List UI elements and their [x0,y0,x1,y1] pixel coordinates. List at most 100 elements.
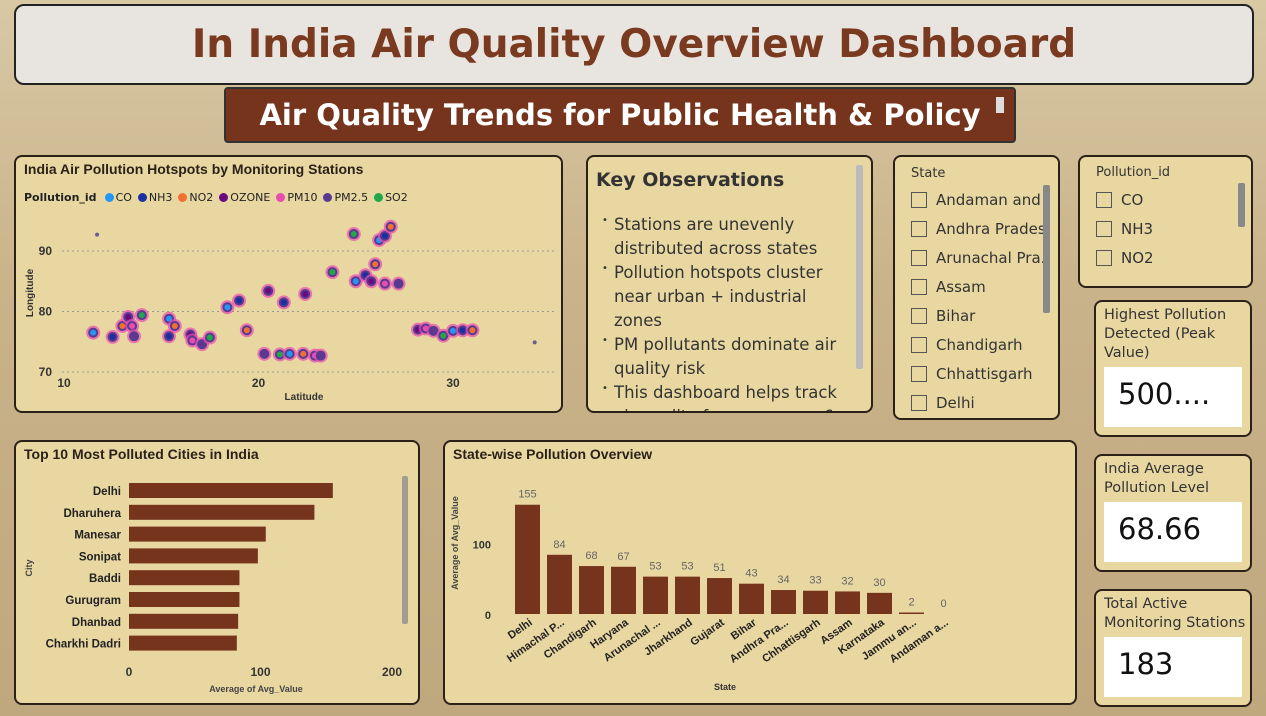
data-point-center [352,278,359,285]
slicer-item-label: Assam [936,277,986,296]
checkbox-icon[interactable] [911,191,927,208]
state-chart-title: State-wise Pollution Overview [453,446,653,462]
data-label: 51 [713,562,725,574]
pollution-slicer: Pollution_id CO NH3 NO2 [1078,155,1253,288]
bar [129,504,315,520]
checkbox-icon[interactable] [911,394,927,411]
data-point-center [125,313,132,320]
data-point-center [90,329,97,336]
checkbox-icon[interactable] [911,249,927,266]
state-slicer-scrollbar[interactable] [1043,185,1050,313]
data-label: 68 [585,550,597,562]
data-label: 32 [841,575,853,587]
checkbox-icon[interactable] [911,220,927,237]
data-point-center [199,341,206,348]
kpi-average: India Average Pollution Level 68.66 [1094,454,1252,572]
legend-item-so2[interactable]: SO2 [374,191,408,204]
legend-item-ozone[interactable]: OZONE [219,191,270,204]
x-axis-label: Latitude [285,392,324,403]
legend-item-no2[interactable]: NO2 [178,191,213,204]
legend-title: Pollution_id [24,191,97,204]
x-tick-label: 20 [252,376,266,390]
bar [707,578,732,614]
subtitle-scroll-marker [996,97,1004,113]
observations-list: Stations are unevenly distributed across… [596,209,846,411]
checkbox-icon[interactable] [911,336,927,353]
slicer-item[interactable]: Andhra Pradesh [911,214,1047,243]
kpi-peak: Highest Pollution Detected (Peak Value) … [1094,300,1252,437]
slicer-item[interactable]: CO [1096,185,1154,214]
data-point-center [459,327,466,334]
slicer-item[interactable]: Andaman and ... [911,185,1047,214]
bar [675,576,700,614]
data-point-center [368,278,375,285]
kpi-stations-value: 183 [1118,647,1174,681]
slicer-item[interactable]: NH3 [1096,214,1154,243]
category-label: Delhi [93,486,121,498]
slicer-item[interactable]: Arunachal Pra... [911,243,1047,272]
legend-item-co[interactable]: CO [104,191,132,204]
data-point-center [372,261,379,268]
top-cities-scrollbar[interactable] [402,476,408,624]
data-point [95,232,100,237]
observation-item: Stations are unevenly distributed across… [596,209,846,261]
data-point-center [302,290,309,297]
y-axis-label: Average of Avg_Value [450,496,460,590]
slicer-item[interactable]: Assam [911,272,1047,301]
data-point-center [300,350,307,357]
legend-item-nh3[interactable]: NH3 [137,191,172,204]
bar [643,576,668,614]
data-label: 67 [617,551,629,563]
pollution-slicer-scrollbar[interactable] [1238,183,1245,227]
data-point-center [236,297,243,304]
bar [611,566,636,614]
legend-label: PM2.5 [334,191,369,204]
checkbox-icon[interactable] [911,365,927,382]
category-label: Dharuhera [63,508,121,520]
slicer-item[interactable]: NO2 [1096,243,1154,272]
legend-label: SO2 [385,191,408,204]
data-label: 53 [649,561,661,573]
observation-item: This dashboard helps track air quality f… [596,377,846,411]
checkbox-icon[interactable] [911,307,927,324]
data-point-center [189,337,196,344]
slicer-item[interactable]: Chandigarh [911,330,1047,359]
top-cities-chart: Delhi Dharuhera Manesar Sonipat Baddi Gurugra… [24,483,402,694]
legend-label: NO2 [189,191,214,204]
data-point-center [469,327,476,334]
slicer-item[interactable]: Delhi [911,388,1047,417]
subtitle-text: Air Quality Trends for Public Health & P… [259,98,981,132]
data-point-center [224,304,231,311]
slicer-item-label: Arunachal Pra... [936,248,1047,267]
checkbox-icon[interactable] [911,278,927,295]
bar [547,554,572,614]
data-label: 53 [681,561,693,573]
category-label: Charkhi Dadri [46,639,121,651]
observations-panel: Key Observations Stations are unevenly d… [586,155,873,413]
data-point-center [206,334,213,341]
y-tick-label: 0 [485,610,491,622]
observations-title: Key Observations [596,169,785,191]
kpi-peak-value: 500.... [1118,377,1211,411]
legend-label: OZONE [230,191,271,204]
data-point-center [166,333,173,340]
data-point-center [171,323,178,330]
slicer-item[interactable]: Chhattisgarh [911,359,1047,388]
scatter-title: India Air Pollution Hotspots by Monitori… [24,161,364,177]
legend-dot-icon [219,193,229,202]
checkbox-icon[interactable] [1096,249,1112,266]
checkbox-icon[interactable] [1096,220,1112,237]
observations-scrollbar[interactable] [856,165,863,369]
legend-item-pm2.5[interactable]: PM2.5 [323,191,368,204]
legend-item-pm10[interactable]: PM10 [276,191,317,204]
slicer-item[interactable]: Bihar [911,301,1047,330]
slicer-item-label: Delhi [936,393,975,412]
legend-dot-icon [323,193,333,202]
data-point-center [243,327,250,334]
slicer-item-label: NO2 [1121,248,1154,267]
checkbox-icon[interactable] [1096,191,1112,208]
data-point-center [286,350,293,357]
slicer-item-label: Andhra Pradesh [936,219,1047,238]
data-point-center [350,231,357,238]
bar [515,504,540,614]
